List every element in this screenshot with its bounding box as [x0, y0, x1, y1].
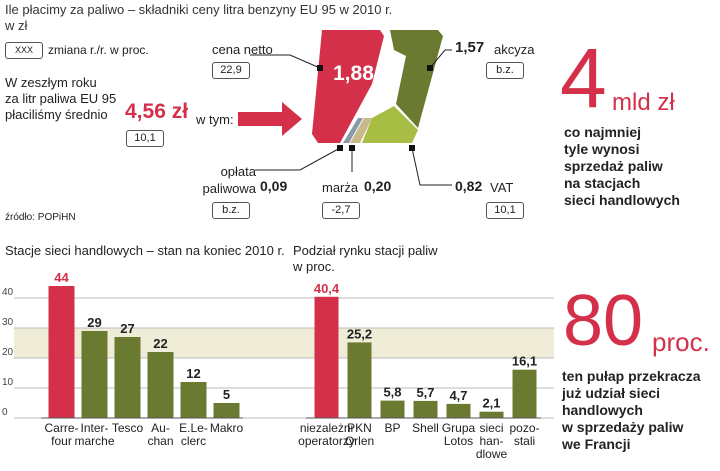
- x-tick-label: sieci han- dlowe: [475, 421, 508, 461]
- fact-number: 4: [560, 31, 607, 125]
- segment-excise: [390, 30, 443, 128]
- y-tick-label: 0: [2, 407, 8, 418]
- x-tick-label: Tesco: [111, 421, 144, 435]
- component-name: VAT: [490, 180, 514, 195]
- chart-title: Podział rynku stacji paliw: [293, 243, 438, 258]
- leaders: [250, 49, 452, 186]
- x-tick-label: BP: [384, 421, 401, 435]
- dot: [317, 65, 323, 71]
- bar: [180, 382, 207, 418]
- leader: [250, 54, 321, 69]
- value-label: 25,2: [347, 326, 372, 341]
- component-name: akcyza: [494, 42, 535, 57]
- chart-title: Stacje sieci handlowych – stan na koniec…: [5, 243, 285, 258]
- bar: [413, 400, 438, 418]
- cutout: [364, 52, 404, 118]
- x-tick-label: Makro: [209, 421, 244, 435]
- dot: [337, 145, 343, 151]
- value-label: 40,4: [314, 281, 340, 296]
- bar: [48, 286, 75, 418]
- bar: [147, 352, 174, 418]
- value-label: 4,7: [449, 388, 467, 403]
- intro-text: W zeszłym roku za litr paliwa EU 95 płac…: [5, 75, 117, 122]
- chart-subtitle: w proc.: [293, 259, 335, 274]
- arrow: [238, 102, 302, 136]
- fact-number: 80: [563, 281, 644, 361]
- dot: [349, 145, 355, 151]
- bar: [512, 369, 537, 418]
- x-tick-label: Carre- four: [44, 421, 79, 448]
- component-change: b.z.: [486, 62, 524, 79]
- value-label: 27: [120, 321, 134, 336]
- title: Ile płacimy za paliwo – składniki ceny l…: [5, 2, 393, 17]
- value-label: 5,7: [416, 385, 434, 400]
- legend-box: XXX: [5, 42, 43, 59]
- segment-vat: [362, 106, 418, 143]
- bar: [114, 337, 141, 418]
- bar: [479, 411, 504, 418]
- x-tick-label: Shell: [412, 421, 439, 435]
- net-price-value: 1,88: [333, 62, 374, 85]
- intro-change: 10,1: [126, 130, 164, 147]
- charts: 0 10 20 30 40 44 29 27 22 12 5 40,4 25,2 5,8 5,7 4,7 2,1…: [2, 270, 554, 419]
- x-tick-label: Grupa Lotos: [441, 421, 476, 448]
- component-change: b.z.: [212, 202, 250, 219]
- segment-fuel-fee: [343, 118, 363, 143]
- x-tick-label: PKN Orlen: [344, 421, 375, 448]
- dot: [427, 65, 433, 71]
- bar: [380, 400, 405, 418]
- component-change: 22,9: [212, 62, 250, 79]
- fact-text: ten pułap przekracza już udział sieci ha…: [562, 368, 701, 452]
- y-tick-label: 10: [2, 377, 14, 388]
- value-label: 5,8: [383, 385, 401, 400]
- leader: [429, 49, 452, 69]
- bar: [347, 342, 372, 418]
- leader: [255, 147, 341, 171]
- component-value: 1,57: [455, 39, 485, 56]
- source: źródło: POPiHN: [5, 212, 76, 223]
- segment-margin: [350, 118, 372, 143]
- leader: [411, 147, 452, 186]
- dot: [409, 145, 415, 151]
- component-name: marża: [322, 180, 359, 195]
- x-tick-label: Inter- marche: [74, 421, 115, 448]
- y-tick-label: 20: [2, 347, 14, 358]
- x-tick-label: pozo- stali: [509, 421, 540, 448]
- leader-dots: [317, 65, 433, 151]
- legend-text: zmiana r./r. w proc.: [48, 43, 149, 57]
- value-label: 16,1: [512, 354, 537, 369]
- value-label: 5: [223, 387, 230, 402]
- component-change: 10,1: [486, 202, 524, 219]
- component-name: opłata paliwowa: [202, 164, 256, 196]
- bar: [213, 403, 240, 418]
- unit: w zł: [5, 18, 28, 33]
- value-label: 2,1: [482, 396, 500, 411]
- fact-unit: proc.: [652, 327, 710, 357]
- bar: [81, 331, 108, 418]
- component-value: 0,82: [455, 178, 483, 194]
- in-which: w tym:: [196, 112, 234, 127]
- value-label: 44: [54, 270, 69, 285]
- segment-net-price: [312, 30, 384, 143]
- x-tick-label: niezależni operatorzy: [298, 421, 355, 448]
- component-value: 0,09: [260, 178, 288, 194]
- x-tick-label: Au- chan: [147, 421, 174, 448]
- bar: [314, 296, 339, 418]
- y-tick-label: 30: [2, 317, 14, 328]
- bar: [446, 403, 471, 418]
- component-change: -2,7: [322, 202, 360, 219]
- intro-price: 4,56 zł: [125, 100, 189, 123]
- value-label: 12: [186, 366, 200, 381]
- component-name: cena netto: [212, 42, 273, 57]
- fact-text: co najmniej tyle wynosi sprzedaż paliw n…: [564, 124, 680, 208]
- x-tick-label: E.Le- clerc: [179, 421, 208, 448]
- fact-unit: mld zł: [612, 89, 675, 116]
- y-tick-label: 40: [2, 287, 14, 298]
- value-label: 29: [87, 315, 101, 330]
- value-label: 22: [153, 336, 167, 351]
- component-value: 0,20: [364, 178, 392, 194]
